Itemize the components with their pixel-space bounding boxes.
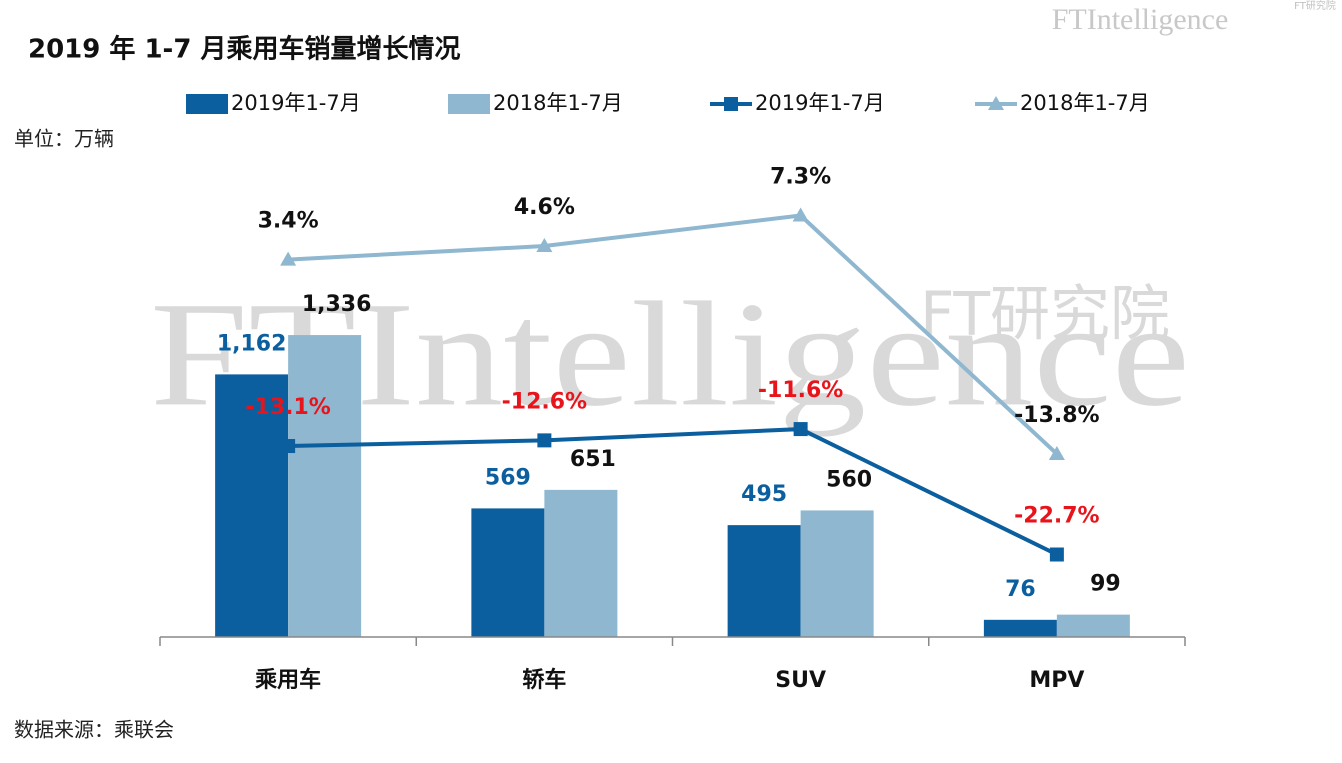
line-value-label: -13.8% [1014,403,1099,428]
line-value-label: -11.6% [758,378,843,403]
bar-value-label: 99 [1090,572,1121,597]
bar [215,374,289,637]
bar-value-label: 560 [826,467,872,492]
x-tick-label: SUV [775,668,826,693]
line-marker [280,251,297,266]
legend-swatch [186,94,228,114]
bar [471,508,545,637]
chart-title: 2019 年 1-7 月乘用车销量增长情况 [28,34,461,65]
line-value-label: 3.4% [258,209,319,234]
bar-value-label: 76 [1005,577,1036,602]
logo: FTIntelligence [1052,3,1229,36]
bar-value-label: 569 [485,465,531,490]
legend-label: 2018年1-7月 [493,91,623,115]
legend-label: 2019年1-7月 [755,91,885,115]
bar [1056,614,1130,637]
source: 数据来源：乘联会 [14,718,174,742]
bar-value-label: 1,336 [302,292,372,317]
line-marker [281,439,296,454]
line-marker [793,422,808,437]
bar [727,525,801,637]
line-value-label: 4.6% [514,195,575,220]
unit-label: 单位：万辆 [14,127,114,151]
legend-marker [724,97,738,111]
bar [800,510,874,637]
line-marker [537,433,552,448]
line [288,213,1059,456]
bar-value-label: 495 [741,482,787,507]
x-tick-label: 乘用车 [254,667,321,693]
line-marker [792,207,809,222]
bar-value-label: 1,162 [217,331,287,356]
legend-marker [988,96,1004,110]
logo-sub: FT研究院 [1294,0,1336,12]
line-value-label: 7.3% [770,165,831,190]
line-marker [536,238,553,253]
bar [983,619,1057,637]
x-tick-label: 轿车 [522,667,566,693]
line-value-label: -13.1% [245,395,330,420]
line-value-label: -22.7% [1014,504,1099,529]
line [288,427,1058,557]
legend-label: 2018年1-7月 [1020,91,1150,115]
legend-label: 2019年1-7月 [231,91,361,115]
line-marker [1048,445,1065,460]
bar [544,489,618,637]
line-value-label: -12.6% [502,389,587,414]
bar [288,335,362,637]
legend-swatch [448,94,490,114]
bar-value-label: 651 [570,447,616,472]
x-tick-label: MPV [1029,668,1084,693]
line-marker [1049,547,1064,562]
watermark-sub: FT研究院 [920,280,1170,350]
